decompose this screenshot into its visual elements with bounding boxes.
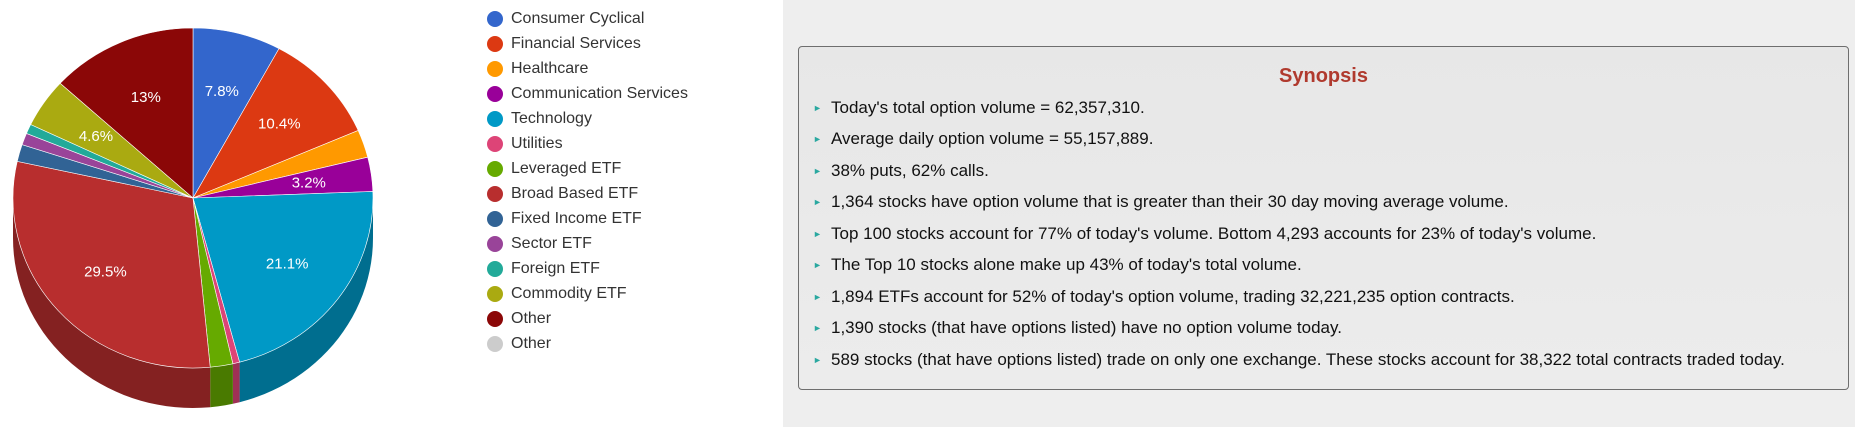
pie-data-label: 10.4%: [258, 115, 301, 132]
bullet-icon: ►: [813, 197, 822, 208]
synopsis-title: Synopsis: [1279, 65, 1368, 87]
pie-data-label: 21.1%: [266, 256, 309, 273]
legend-label: Broad Based ETF: [511, 184, 639, 202]
pie-data-label: 7.8%: [205, 83, 239, 100]
legend-swatch-icon: [487, 135, 503, 152]
legend-label: Utilities: [511, 134, 563, 152]
synopsis-item-text: 1,364 stocks have option volume that is …: [831, 192, 1509, 212]
synopsis-item: ► 1,364 stocks have option volume that is…: [799, 187, 1848, 219]
bullet-icon: ►: [813, 354, 822, 365]
pie-sides: [13, 198, 373, 408]
legend-item: Healthcare: [487, 56, 688, 81]
legend-swatch-icon: [487, 235, 503, 252]
synopsis-box: Synopsis ► Today's total option volume = …: [798, 46, 1849, 390]
legend-swatch-icon: [487, 310, 503, 327]
legend-item: Other: [487, 306, 688, 331]
pie-data-label: 3.2%: [292, 175, 326, 192]
legend-swatch-icon: [487, 110, 503, 127]
pie-slice: [59, 27, 194, 199]
synopsis-item-text: The Top 10 stocks alone make up 43% of t…: [831, 255, 1302, 275]
legend-label: Consumer Cyclical: [511, 9, 645, 27]
legend-item: Leveraged ETF: [487, 156, 688, 181]
legend-label: Healthcare: [511, 59, 589, 77]
legend-label: Foreign ETF: [511, 259, 600, 277]
legend-label: Financial Services: [511, 34, 641, 52]
pie-data-label: 13%: [131, 89, 161, 106]
bullet-icon: ►: [813, 291, 822, 302]
synopsis-item: ► Today's total option volume = 62,357,31…: [799, 92, 1848, 124]
pie-chart: 7.8% 10.4% 3.2% 21.1% 29.5% 4.6% 13%: [12, 27, 374, 408]
synopsis-item: ► 1,894 ETFs account for 52% of today's o…: [799, 281, 1848, 313]
legend-label: Commodity ETF: [511, 284, 627, 302]
pie-slice: [192, 48, 359, 199]
synopsis-item-text: 1,390 stocks (that have options listed) …: [831, 318, 1342, 338]
pie-slice-side: [210, 363, 233, 408]
pie-labels: 7.8% 10.4% 3.2% 21.1% 29.5% 4.6% 13%: [79, 83, 326, 280]
synopsis-item: ► Average daily option volume = 55,157,88…: [799, 124, 1848, 156]
synopsis-item: ► 1,390 stocks (that have options listed)…: [799, 313, 1848, 345]
legend-item: Foreign ETF: [487, 256, 688, 281]
synopsis-item: ► 38% puts, 62% calls.: [799, 155, 1848, 187]
pie-data-label: 29.5%: [84, 263, 127, 280]
synopsis-item-text: 38% puts, 62% calls.: [831, 160, 989, 180]
legend-label: Fixed Income ETF: [511, 209, 642, 227]
synopsis-item-text: Today's total option volume = 62,357,310…: [831, 97, 1145, 117]
legend-item: Technology: [487, 106, 688, 131]
pie-slice: [192, 27, 280, 200]
synopsis-item-text: 1,894 ETFs account for 52% of today's op…: [831, 286, 1515, 306]
pie-data-label: 4.6%: [79, 128, 113, 145]
pie-slice: [12, 161, 211, 369]
bullet-icon: ►: [813, 134, 822, 145]
legend-swatch-icon: [487, 85, 503, 102]
bullet-icon: ►: [813, 102, 822, 113]
chart-panel: 7.8% 10.4% 3.2% 21.1% 29.5% 4.6% 13% Consumer …: [0, 0, 783, 427]
legend-item: Communication Services: [487, 81, 688, 106]
pie-slice: [192, 191, 374, 363]
legend-swatch-icon: [487, 210, 503, 227]
legend-swatch-icon: [487, 10, 503, 27]
legend-item: Utilities: [487, 131, 688, 156]
synopsis-item: ► Top 100 stocks account for 77% of today…: [799, 218, 1848, 250]
legend-item: Commodity ETF: [487, 281, 688, 306]
pie-top: [12, 27, 374, 369]
legend-label: Other: [511, 334, 552, 352]
synopsis-panel: Synopsis ► Today's total option volume = …: [783, 0, 1855, 427]
legend-item: Broad Based ETF: [487, 181, 688, 206]
synopsis-item-text: 589 stocks (that have options listed) tr…: [831, 349, 1785, 369]
pie-slice-side: [239, 198, 373, 403]
bullet-icon: ►: [813, 228, 822, 239]
pie-slice-side: [232, 362, 240, 404]
bullet-icon: ►: [813, 165, 822, 176]
legend-swatch-icon: [487, 185, 503, 202]
bullet-icon: ►: [813, 260, 822, 271]
legend-swatch-icon: [487, 35, 503, 52]
legend-label: Leveraged ETF: [511, 159, 622, 177]
legend-label: Technology: [511, 109, 592, 127]
legend-swatch-icon: [487, 335, 503, 352]
legend-item: Fixed Income ETF: [487, 206, 688, 231]
legend-label: Sector ETF: [511, 234, 592, 252]
chart-legend: Consumer Cyclical Financial Services Healt…: [487, 6, 688, 356]
legend-item: Financial Services: [487, 31, 688, 56]
legend-swatch-icon: [487, 60, 503, 77]
legend-label: Communication Services: [511, 84, 688, 102]
legend-item: Consumer Cyclical: [487, 6, 688, 31]
legend-swatch-icon: [487, 285, 503, 302]
synopsis-item: ► 589 stocks (that have options listed) t…: [799, 344, 1848, 376]
synopsis-list: ► Today's total option volume = 62,357,31…: [799, 92, 1848, 376]
synopsis-item-text: Average daily option volume = 55,157,889…: [831, 129, 1154, 149]
legend-item: Other: [487, 331, 688, 356]
legend-swatch-icon: [487, 160, 503, 177]
legend-label: Other: [511, 309, 552, 327]
legend-swatch-icon: [487, 260, 503, 277]
legend-item: Sector ETF: [487, 231, 688, 256]
synopsis-item-text: Top 100 stocks account for 77% of today'…: [831, 223, 1597, 243]
pie-slice-side: [13, 198, 211, 408]
synopsis-item: ► The Top 10 stocks alone make up 43% of …: [799, 250, 1848, 282]
bullet-icon: ►: [813, 323, 822, 334]
